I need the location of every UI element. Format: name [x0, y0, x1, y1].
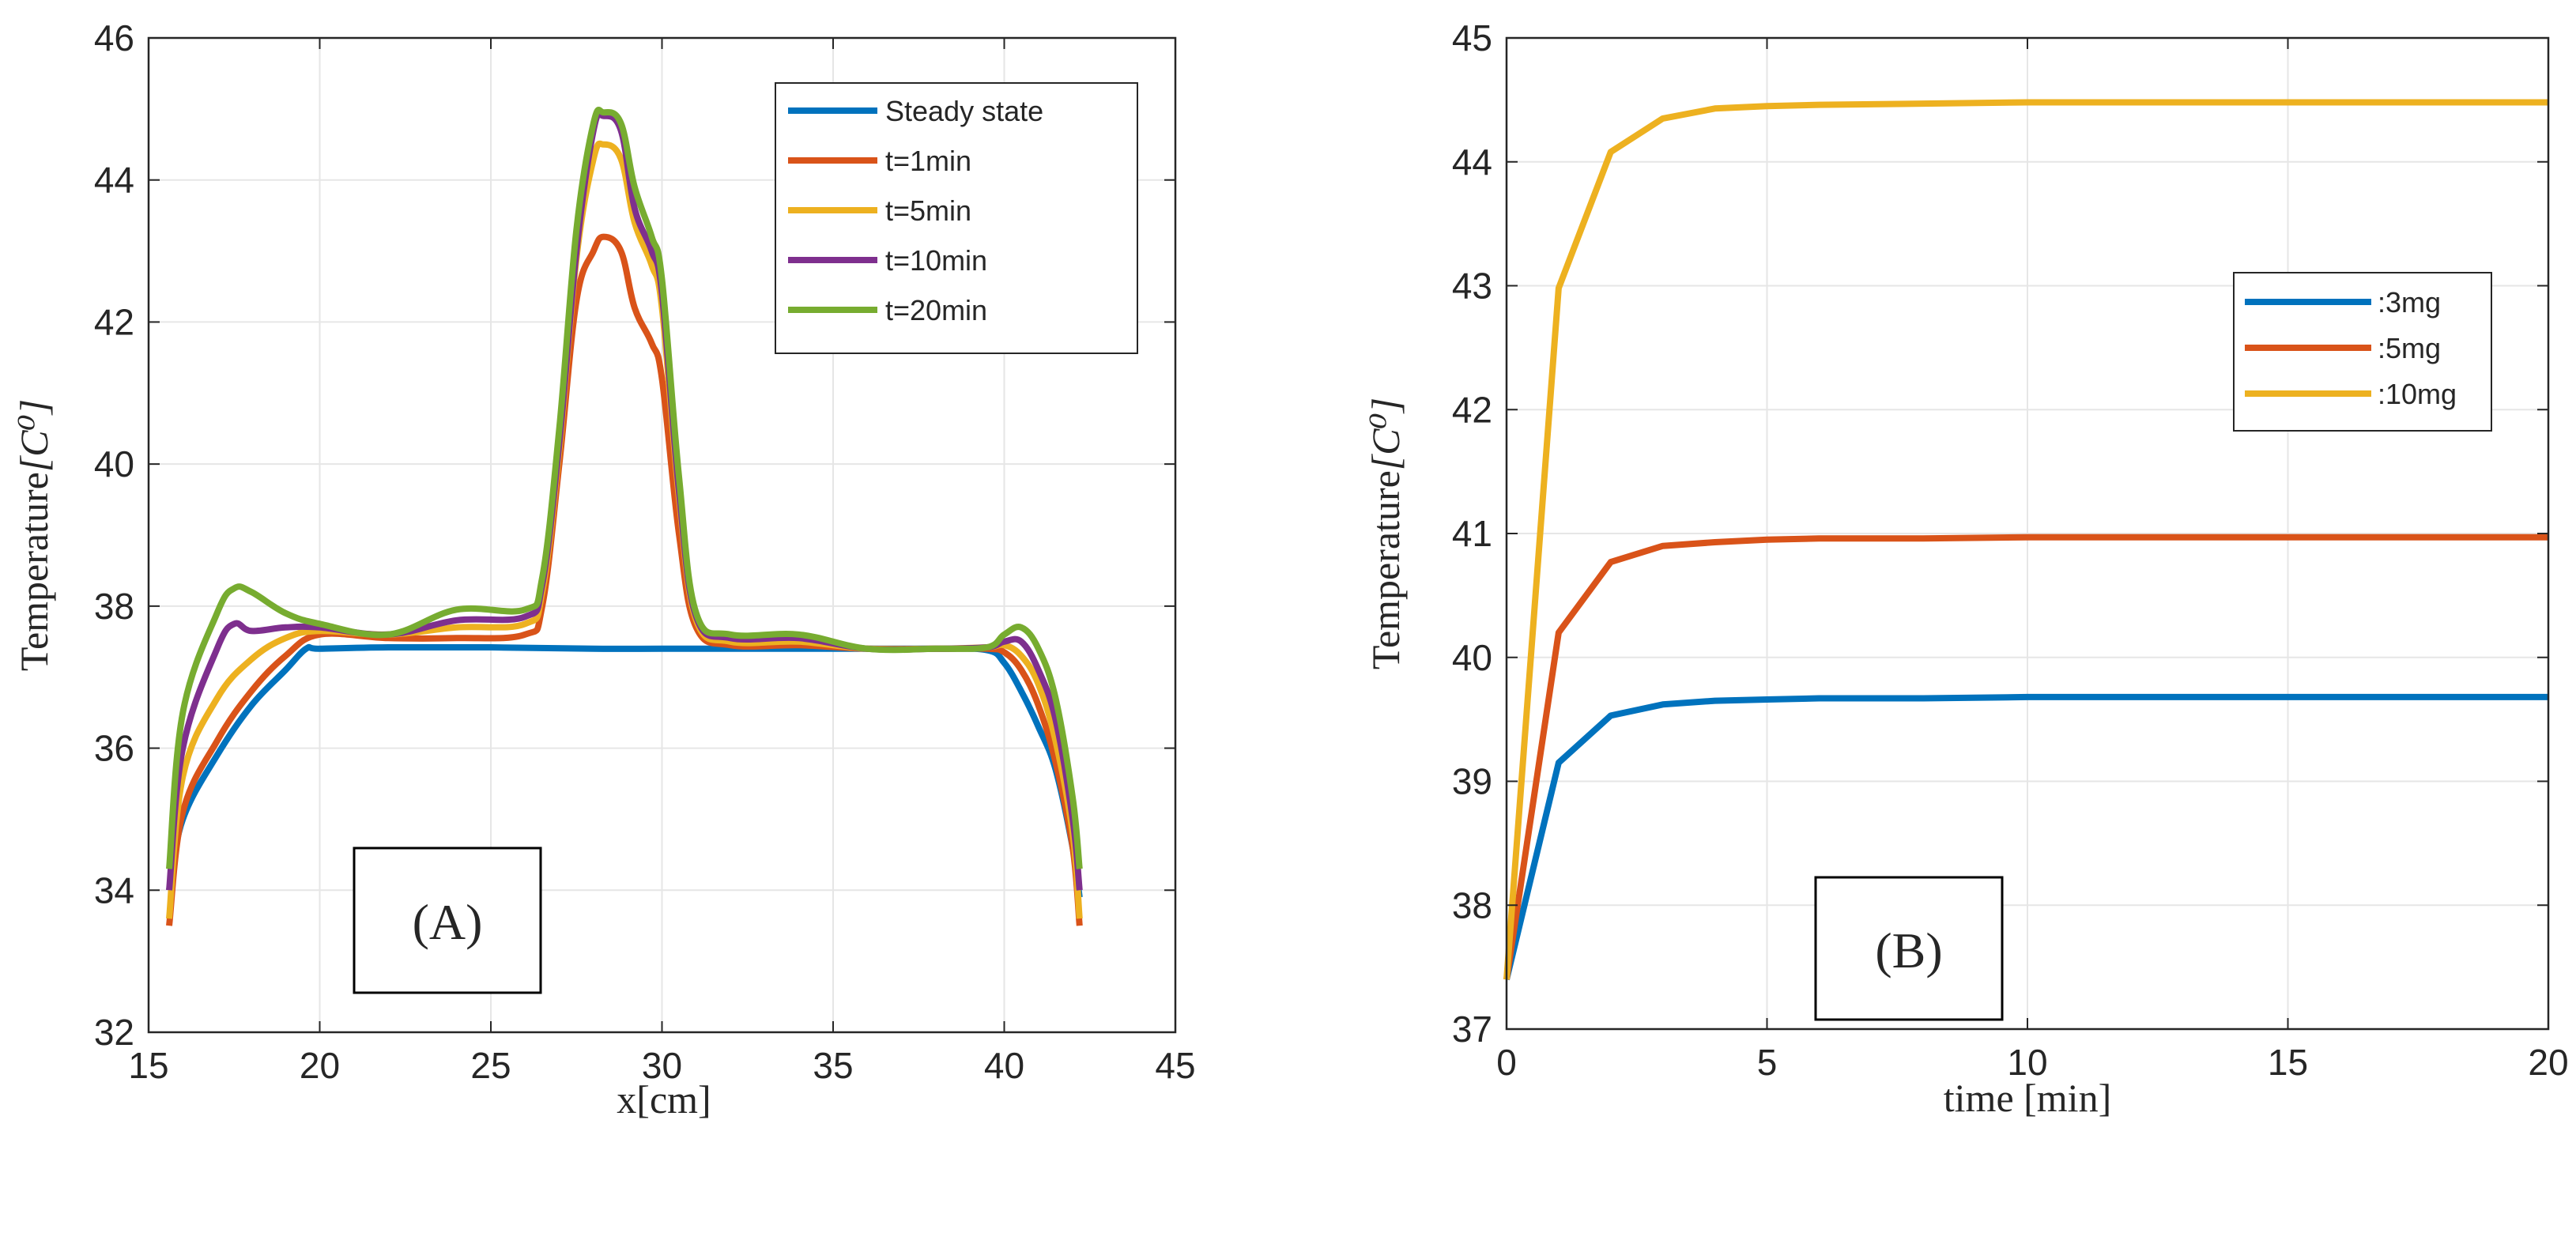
y-ticks-b: 37 38 39 40 41 42 43 44 45 — [1452, 17, 2548, 1050]
panel-label-box-a — [353, 847, 542, 994]
y-axis-label-a: Temperature[C⁰] — [12, 399, 56, 671]
x-axis-label-b: time [min] — [1944, 1076, 2111, 1120]
legend-label-a-0: Steady state — [885, 95, 1043, 127]
panel-label-box-b — [1814, 876, 2004, 1021]
x-tick-label-a-1: 20 — [300, 1045, 340, 1086]
legend-label-b-1: :5mg — [2378, 332, 2441, 364]
y-tick-label-a-5: 42 — [94, 301, 134, 342]
series-line-a-4 — [166, 107, 1083, 869]
y-tick-label-b-0: 37 — [1452, 1009, 1492, 1050]
x-tick-label-a-4: 35 — [813, 1045, 853, 1086]
legend-label-a-4: t=20min — [885, 294, 987, 326]
y-tick-label-b-6: 43 — [1452, 266, 1492, 307]
y-tick-label-a-0: 32 — [94, 1012, 134, 1053]
panel-label-a: (A) — [413, 894, 483, 950]
x-tick-label-a-2: 25 — [470, 1045, 511, 1086]
legend-label-a-3: t=10min — [885, 244, 987, 277]
series-line-a-1 — [166, 233, 1083, 926]
y-tick-label-a-3: 38 — [94, 586, 134, 627]
x-axis-label-a: x[cm] — [617, 1077, 711, 1122]
legend-label-b-2: :10mg — [2378, 378, 2457, 410]
legend-b: :3mg :5mg :10mg — [2233, 272, 2492, 432]
series-b — [1503, 99, 2548, 981]
x-tick-label-b-3: 15 — [2268, 1042, 2308, 1083]
x-tick-label-b-2: 10 — [2007, 1042, 2047, 1083]
x-ticks-b: 0 5 10 15 20 — [1496, 38, 2569, 1083]
chart-panel-a: 15 20 25 30 35 40 45 32 34 36 38 40 42 44 46 x[cm] Te… — [12, 17, 1196, 1122]
x-tick-label-b-4: 20 — [2528, 1042, 2568, 1083]
y-tick-label-b-2: 39 — [1452, 761, 1492, 802]
y-ticks-a: 32 34 36 38 40 42 44 46 — [94, 17, 1175, 1053]
x-ticks-a: 15 20 25 30 35 40 45 — [128, 38, 1196, 1086]
legend-label-a-1: t=1min — [885, 145, 971, 177]
x-tick-label-b-0: 0 — [1496, 1042, 1517, 1083]
y-tick-label-b-7: 44 — [1452, 141, 1492, 183]
panel-label-b: (B) — [1875, 922, 1942, 978]
x-tick-label-a-3: 30 — [642, 1045, 682, 1086]
y-tick-label-b-1: 38 — [1452, 884, 1492, 926]
y-tick-label-a-6: 44 — [94, 160, 134, 201]
y-tick-label-a-2: 36 — [94, 728, 134, 769]
y-tick-label-b-5: 42 — [1452, 389, 1492, 430]
y-axis-label-b: Temperature[C⁰] — [1363, 398, 1408, 669]
y-tick-label-a-4: 40 — [94, 443, 134, 485]
legend-a: Steady state t=1min t=5min t=10min t=20min — [775, 82, 1138, 354]
y-tick-label-b-8: 45 — [1452, 17, 1492, 58]
chart-panel-b: 0 5 10 15 20 37 38 39 40 41 42 43 44 45 time [min] T… — [1363, 17, 2569, 1120]
series-line-b-0 — [1503, 693, 2548, 981]
y-tick-label-a-1: 34 — [94, 869, 134, 911]
series-line-b-1 — [1503, 534, 2548, 980]
legend-entries-a: Steady state t=1min t=5min t=10min t=20min — [788, 95, 1043, 326]
series-line-a-0 — [166, 643, 1083, 898]
x-tick-label-b-1: 5 — [1757, 1042, 1778, 1083]
legend-label-b-0: :3mg — [2378, 286, 2441, 319]
series-line-b-2 — [1503, 99, 2548, 980]
legend-label-a-2: t=5min — [885, 194, 971, 227]
y-tick-label-a-7: 46 — [94, 17, 134, 58]
x-tick-label-a-5: 40 — [984, 1045, 1024, 1086]
x-tick-label-a-0: 15 — [128, 1045, 168, 1086]
y-tick-label-b-3: 40 — [1452, 637, 1492, 678]
x-tick-label-a-6: 45 — [1155, 1045, 1195, 1086]
legend-entries-b: :3mg :5mg :10mg — [2245, 286, 2457, 410]
y-tick-label-b-4: 41 — [1452, 513, 1492, 554]
series-a — [166, 107, 1083, 926]
